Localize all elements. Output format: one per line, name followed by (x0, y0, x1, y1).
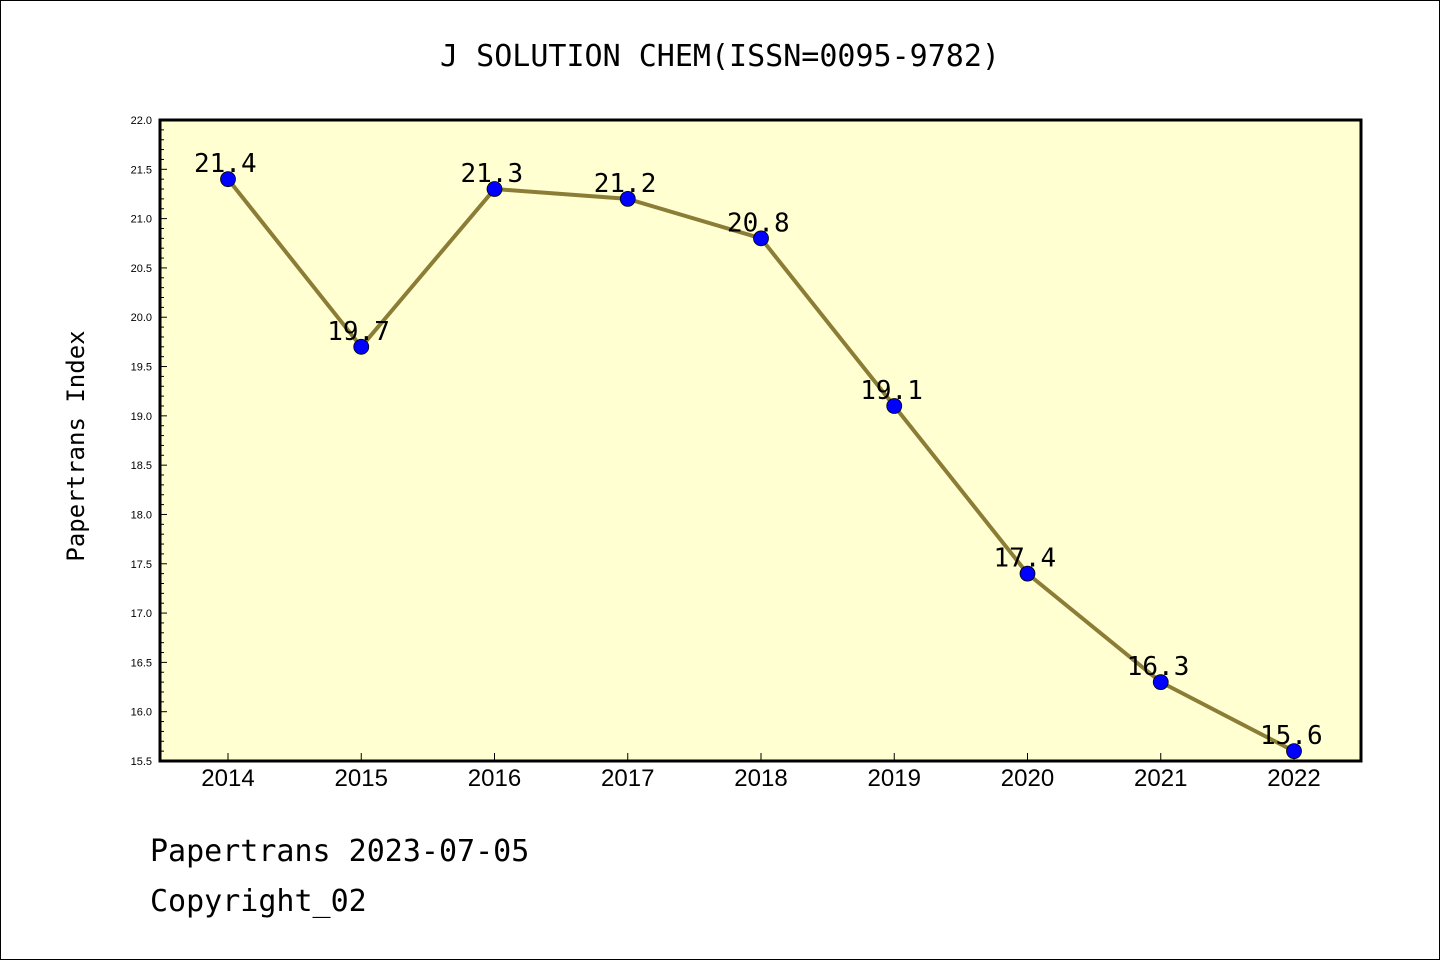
data-label: 19.7 (327, 317, 390, 347)
y-tick-label: 22.0 (131, 115, 152, 127)
data-label: 15.6 (1260, 721, 1323, 751)
y-tick-label: 16.5 (131, 657, 152, 669)
data-point (220, 171, 236, 188)
y-tick-label: 21.0 (131, 214, 152, 226)
plot-border (158, 118, 1363, 763)
data-label: 20.8 (727, 208, 790, 238)
data-label: 17.4 (994, 544, 1057, 574)
data-label: 21.3 (461, 159, 524, 189)
x-tick-label: 2017 (601, 765, 654, 792)
data-point (619, 190, 636, 207)
y-tick-label: 19.0 (131, 411, 152, 423)
data-point (886, 398, 903, 414)
x-tick-label: 2016 (468, 765, 521, 792)
x-tick-label: 2022 (1267, 765, 1320, 792)
y-tick-label: 18.0 (131, 509, 152, 521)
x-tick-label: 2021 (1134, 765, 1187, 792)
plot-area (160, 120, 1361, 761)
y-tick-label: 21.5 (131, 164, 152, 176)
y-tick-label: 20.0 (131, 312, 152, 324)
footer-date: Papertrans 2023-07-05 (150, 834, 530, 869)
data-point (1286, 743, 1302, 760)
data-label: 16.3 (1127, 652, 1190, 682)
data-label: 21.4 (194, 149, 257, 179)
data-point (1019, 565, 1036, 582)
data-label: 19.1 (860, 376, 923, 406)
data-label: 21.2 (594, 169, 657, 199)
y-tick-label: 17.0 (131, 608, 152, 620)
y-tick-label: 19.5 (131, 362, 152, 374)
data-point (753, 230, 769, 247)
x-tick-label: 2015 (335, 765, 388, 792)
x-axis: 2014 2015 2016 2017 2018 2019 2020 2021 2022 (201, 753, 1321, 792)
x-tick-label: 2020 (1001, 765, 1054, 792)
y-tick-label: 15.5 (131, 756, 152, 768)
footer-copyright: Copyright_02 (150, 884, 367, 919)
y-tick-label: 18.5 (131, 460, 152, 472)
y-axis: 15.5 16.0 16.5 17.0 17.5 18.0 18.5 19.0 19.5 20.0… (131, 115, 167, 768)
y-tick-label: 20.5 (131, 263, 152, 275)
data-point (353, 338, 370, 355)
data-labels: 21.4 19.7 21.3 21.2 20.8 19.1 17.4 16.3 15.6 (194, 149, 1323, 751)
x-tick-label: 2019 (868, 765, 921, 792)
data-point (1152, 674, 1169, 691)
y-tick-label: 16.0 (131, 707, 152, 719)
x-tick-label: 2018 (734, 765, 787, 792)
y-tick-label: 17.5 (131, 559, 152, 571)
data-point (486, 181, 503, 197)
chart-title: J SOLUTION CHEM(ISSN=0095-9782) (440, 39, 1000, 74)
y-axis-label: Papertrans Index (62, 330, 90, 561)
series-markers (220, 171, 1302, 760)
x-tick-label: 2014 (201, 765, 254, 792)
